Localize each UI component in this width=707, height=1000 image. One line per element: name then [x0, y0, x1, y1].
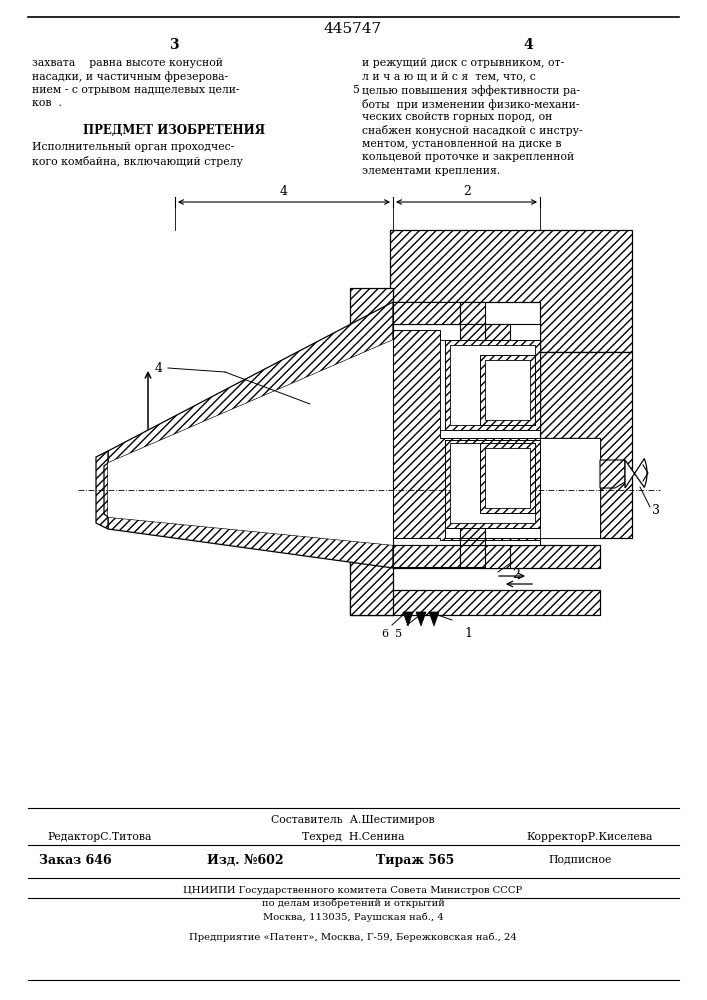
Text: ческих свойств горных пород, он: ческих свойств горных пород, он — [362, 112, 552, 122]
Polygon shape — [625, 459, 647, 488]
Text: 445747: 445747 — [324, 22, 382, 36]
Text: боты  при изменении физико-механи-: боты при изменении физико-механи- — [362, 99, 580, 109]
Polygon shape — [393, 324, 600, 545]
Text: Изд. №602: Изд. №602 — [206, 854, 284, 867]
Polygon shape — [540, 352, 632, 538]
Text: насадки, и частичным фрезерова-: насадки, и частичным фрезерова- — [32, 72, 228, 82]
Polygon shape — [600, 460, 625, 488]
Polygon shape — [445, 340, 540, 430]
Polygon shape — [393, 545, 460, 567]
Text: 2: 2 — [463, 185, 471, 198]
Text: нием - с отрывом надщелевых цели-: нием - с отрывом надщелевых цели- — [32, 85, 240, 95]
Polygon shape — [445, 440, 540, 528]
Polygon shape — [108, 517, 393, 568]
Polygon shape — [350, 288, 393, 615]
Polygon shape — [393, 302, 460, 324]
Polygon shape — [480, 443, 535, 513]
Polygon shape — [390, 230, 632, 352]
Text: ПРЕДМЕТ ИЗОБРЕТЕНИЯ: ПРЕДМЕТ ИЗОБРЕТЕНИЯ — [83, 124, 265, 137]
Polygon shape — [485, 545, 510, 568]
Text: 4: 4 — [155, 361, 163, 374]
Text: по делам изобретений и открытий: по делам изобретений и открытий — [262, 899, 445, 908]
Polygon shape — [429, 612, 439, 626]
Text: 2: 2 — [512, 568, 520, 581]
Polygon shape — [96, 451, 108, 529]
Polygon shape — [403, 612, 413, 626]
Text: Исполнительный орган проходчес-: Исполнительный орган проходчес- — [32, 142, 234, 152]
Text: 4: 4 — [280, 185, 288, 198]
Text: захвата    равна высоте конусной: захвата равна высоте конусной — [32, 58, 223, 68]
Polygon shape — [104, 463, 108, 517]
Text: Техред  Н.Сенина: Техред Н.Сенина — [302, 832, 404, 842]
Polygon shape — [485, 360, 530, 420]
Polygon shape — [460, 523, 485, 545]
Text: и режущий диск с отрывником, от-: и режущий диск с отрывником, от- — [362, 58, 564, 68]
Text: Тираж 565: Тираж 565 — [376, 854, 454, 867]
Polygon shape — [350, 590, 600, 615]
Text: 3: 3 — [169, 38, 179, 52]
Text: 5: 5 — [353, 85, 359, 95]
Text: Составитель  А.Шестимиров: Составитель А.Шестимиров — [271, 815, 435, 825]
Text: КорректорР.Киселева: КорректорР.Киселева — [527, 832, 653, 842]
Text: Подписное: Подписное — [549, 854, 612, 864]
Text: ЦНИИПИ Государственного комитета Совета Министров СССР: ЦНИИПИ Государственного комитета Совета … — [183, 886, 522, 895]
Polygon shape — [485, 324, 510, 352]
Text: ментом, установленной на диске в: ментом, установленной на диске в — [362, 139, 561, 149]
Polygon shape — [460, 302, 485, 324]
Text: ков  .: ков . — [32, 99, 62, 108]
Polygon shape — [393, 330, 540, 540]
Polygon shape — [460, 545, 485, 567]
Polygon shape — [450, 345, 535, 425]
Text: 1: 1 — [464, 627, 472, 640]
Polygon shape — [440, 340, 600, 538]
Text: РедакторС.Титова: РедакторС.Титова — [48, 832, 152, 842]
Text: л и ч а ю щ и й с я  тем, что, с: л и ч а ю щ и й с я тем, что, с — [362, 72, 536, 82]
Text: Предприятие «Патент», Москва, Г-59, Бережковская наб., 24: Предприятие «Патент», Москва, Г-59, Бере… — [189, 932, 517, 942]
Text: кольцевой проточке и закрепленной: кольцевой проточке и закрепленной — [362, 152, 574, 162]
Polygon shape — [485, 448, 530, 508]
Text: Заказ 646: Заказ 646 — [39, 854, 111, 867]
Text: 4: 4 — [523, 38, 533, 52]
Text: Москва, 113035, Раушская наб., 4: Москва, 113035, Раушская наб., 4 — [262, 912, 443, 922]
Polygon shape — [108, 340, 393, 545]
Text: 5: 5 — [395, 629, 402, 639]
Polygon shape — [480, 355, 535, 425]
Polygon shape — [416, 612, 426, 626]
Polygon shape — [350, 545, 600, 568]
Text: 6: 6 — [381, 629, 388, 639]
Polygon shape — [460, 324, 485, 352]
Text: 3: 3 — [652, 504, 660, 516]
Text: элементами крепления.: элементами крепления. — [362, 166, 501, 176]
Polygon shape — [450, 443, 535, 523]
Text: целью повышения эффективности ра-: целью повышения эффективности ра- — [362, 85, 580, 96]
Text: кого комбайна, включающий стрелу: кого комбайна, включающий стрелу — [32, 156, 243, 167]
Polygon shape — [108, 302, 393, 463]
Text: снабжен конусной насадкой с инстру-: снабжен конусной насадкой с инстру- — [362, 125, 583, 136]
